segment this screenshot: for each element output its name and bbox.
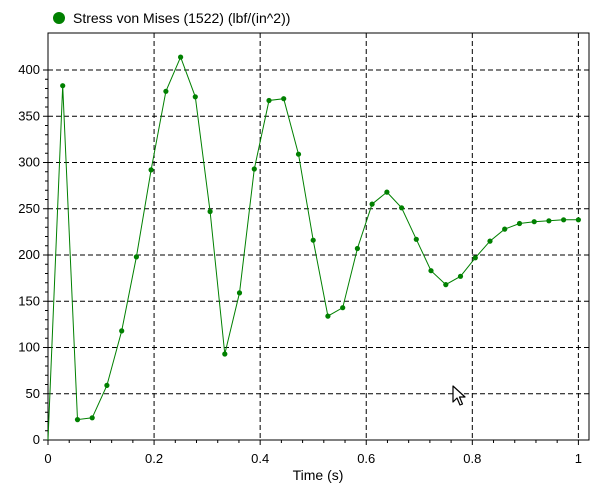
- data-point[interactable]: [325, 313, 331, 319]
- data-point[interactable]: [443, 282, 449, 288]
- x-tick-label: 0.8: [463, 451, 481, 466]
- y-tick-label: 400: [18, 62, 40, 77]
- series-line: [47, 55, 579, 441]
- y-tick-label: 300: [18, 155, 40, 170]
- data-point[interactable]: [236, 290, 243, 296]
- data-point[interactable]: [74, 417, 81, 423]
- data-point[interactable]: [354, 245, 360, 252]
- data-point[interactable]: [428, 268, 434, 274]
- series-stress-von-mises: [47, 54, 582, 441]
- x-tick-label: 0: [44, 451, 51, 466]
- data-point[interactable]: [413, 236, 419, 242]
- legend-marker: [53, 12, 65, 24]
- x-tick-label: 0.6: [357, 451, 375, 466]
- data-point[interactable]: [148, 167, 154, 173]
- data-point[interactable]: [163, 88, 169, 94]
- x-tick-label: 0.4: [251, 451, 269, 466]
- grid: [48, 33, 589, 440]
- data-point[interactable]: [487, 238, 493, 244]
- y-tick-label: 350: [18, 108, 40, 123]
- data-point[interactable]: [340, 305, 346, 311]
- y-axis: 0 50 100 150 200 250 300 350 400: [18, 62, 48, 447]
- data-point[interactable]: [207, 208, 213, 215]
- data-point[interactable]: [457, 273, 464, 279]
- mouse-pointer-icon: [452, 385, 466, 406]
- data-point[interactable]: [399, 205, 405, 211]
- legend[interactable]: Stress von Mises (1522) (lbf/(in^2)): [53, 10, 290, 26]
- y-tick-label: 50: [26, 386, 40, 401]
- data-point[interactable]: [575, 217, 582, 223]
- data-point[interactable]: [369, 201, 375, 207]
- plot-area[interactable]: [47, 32, 590, 441]
- data-point[interactable]: [310, 237, 316, 243]
- data-point[interactable]: [281, 96, 287, 102]
- data-point[interactable]: [104, 382, 110, 388]
- data-point[interactable]: [60, 83, 66, 89]
- x-axis-title: Time (s): [293, 467, 344, 483]
- data-point[interactable]: [119, 328, 125, 334]
- data-point[interactable]: [222, 351, 228, 357]
- y-tick-label: 0: [33, 432, 40, 447]
- data-point[interactable]: [516, 220, 523, 227]
- y-tick-label: 100: [18, 340, 40, 355]
- data-point[interactable]: [384, 189, 390, 195]
- data-point[interactable]: [192, 94, 198, 100]
- data-point[interactable]: [502, 226, 508, 232]
- legend-label: Stress von Mises (1522) (lbf/(in^2)): [73, 10, 290, 26]
- data-point[interactable]: [251, 166, 257, 172]
- data-point[interactable]: [266, 97, 272, 104]
- data-point[interactable]: [133, 254, 139, 260]
- x-axis: 0 0.2 0.4 0.6 0.8 1: [44, 440, 582, 466]
- data-point[interactable]: [561, 217, 567, 223]
- data-point[interactable]: [472, 255, 478, 261]
- data-point[interactable]: [178, 54, 184, 60]
- y-tick-label: 250: [18, 201, 40, 216]
- x-tick-label: 1: [575, 451, 582, 466]
- data-point[interactable]: [295, 151, 302, 157]
- data-point[interactable]: [546, 218, 552, 224]
- x-tick-label: 0.2: [145, 451, 163, 466]
- data-point[interactable]: [531, 219, 537, 225]
- data-point[interactable]: [89, 415, 95, 421]
- y-tick-label: 150: [18, 293, 40, 308]
- y-tick-label: 200: [18, 247, 40, 262]
